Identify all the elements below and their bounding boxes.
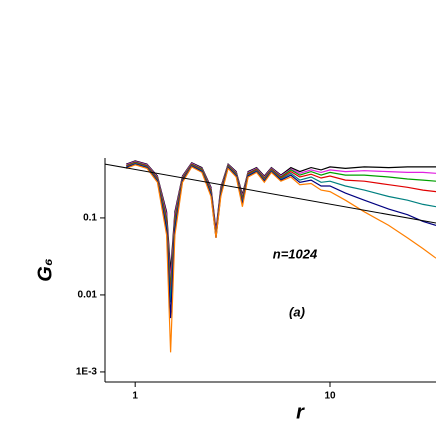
x-axis-label: r xyxy=(296,401,305,423)
annotation: n=1024 xyxy=(273,246,318,261)
x-tick-label: 10 xyxy=(324,391,336,402)
y-tick-label: 1E-3 xyxy=(76,367,98,378)
x-tick-label: 1 xyxy=(132,391,138,402)
annotation: (a) xyxy=(289,304,305,319)
y-axis-label: G₆ xyxy=(34,258,56,282)
y-tick-label: 0.01 xyxy=(78,290,98,301)
y-tick-label: 0.1 xyxy=(83,213,97,224)
fit-line xyxy=(104,163,436,224)
series-line xyxy=(126,164,436,353)
